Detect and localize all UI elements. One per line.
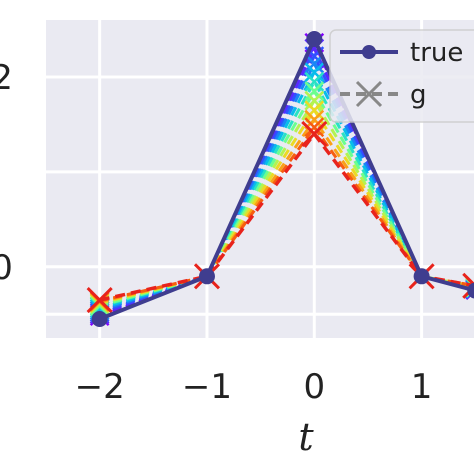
iterate-marker-8-2 [304,100,325,121]
series-true-marker-3 [413,268,430,285]
series-g-marker-4 [462,272,474,299]
series-group [86,30,474,328]
iterate-marker-4-2 [304,62,325,83]
legend-true-label: true [410,38,463,68]
x-tick-label-1: −1 [182,367,232,407]
legend-true-marker [362,45,376,59]
series-g-marker-2 [301,120,328,147]
iterate-marker-3-2 [304,53,325,74]
x-tick-labels: −2 −1 0 1 [75,367,433,407]
series-true-marker-1 [198,268,215,285]
legend-g-label: g [410,80,427,110]
legend: true g [329,29,474,123]
series-g-marker-0 [86,286,113,314]
iterate-marker-6-2 [304,81,325,102]
x-axis-label: t [298,415,314,459]
iterate-marker-9-2 [304,109,325,130]
series-true-marker-0 [91,311,108,328]
legend-g-marker [355,80,383,108]
y-tick-label-0: 2 [0,58,13,98]
series-true-marker-4 [467,282,474,299]
x-tick-label-0: −2 [75,367,125,407]
series-true-marker-2 [306,30,323,47]
x-tick-label-3: 1 [411,367,433,407]
x-tick-label-2: 0 [303,367,325,407]
y-tick-label-1: 0 [0,248,13,288]
iterate-marker-5-2 [304,71,325,92]
iterate-marker-7-2 [304,90,325,111]
iterate-marker-10-2 [304,117,325,138]
y-tick-labels: 20 [0,58,13,288]
